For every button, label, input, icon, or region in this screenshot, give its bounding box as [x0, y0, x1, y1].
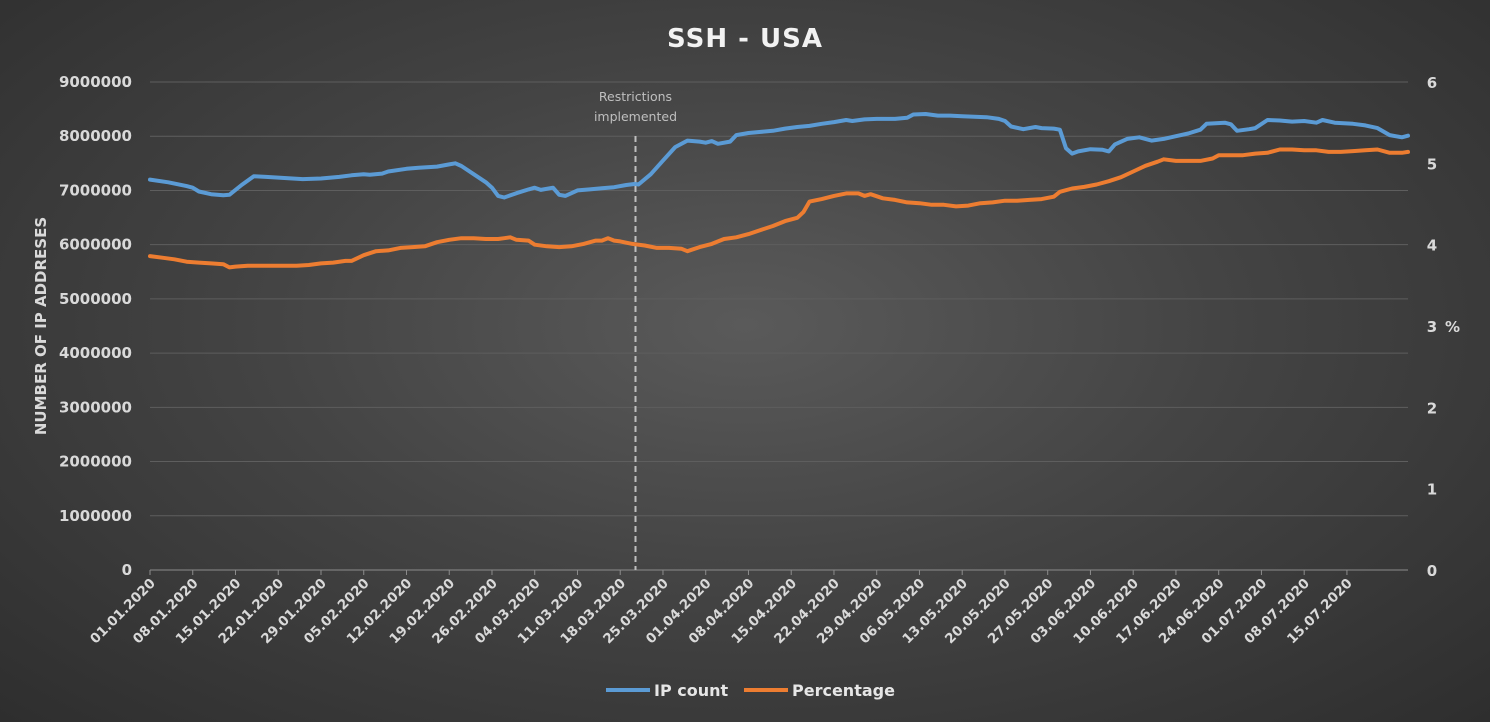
y2-tick-label: 0 [1427, 562, 1437, 580]
y2-tick-label: 5 [1427, 155, 1437, 173]
y2-tick-label: 6 [1427, 74, 1437, 92]
y-tick-label: 5000000 [59, 290, 132, 308]
gridlines [150, 81, 1408, 571]
y-tick-label: 8000000 [59, 127, 132, 145]
legend: IP count Percentage [606, 681, 895, 700]
legend-label-ip-count: IP count [654, 681, 729, 700]
y-tick-label: 9000000 [59, 73, 132, 91]
y-tick-label: 7000000 [59, 181, 132, 199]
legend-label-percentage: Percentage [792, 681, 895, 700]
y-tick-label: 0 [122, 561, 132, 579]
y-axis-right-label: % [1445, 318, 1460, 336]
y2-tick-label: 1 [1427, 481, 1437, 499]
y2-tick-label: 3 [1427, 318, 1437, 336]
series-line-ip-count [148, 112, 1410, 200]
annotation-line2: implemented [594, 109, 677, 124]
y2-tick-label: 2 [1427, 399, 1437, 417]
y2-tick-label: 4 [1427, 237, 1437, 255]
x-axis: 01.01.202008.01.202015.01.202022.01.2020… [87, 569, 1408, 647]
y-axis-left-label: NUMBER OF IP ADDRESES [32, 217, 50, 435]
chart-title: SSH - USA [667, 24, 823, 54]
series-line-percentage [148, 147, 1410, 270]
annotation-line1: Restrictions [599, 89, 672, 104]
y-tick-label: 4000000 [59, 344, 132, 362]
y-tick-label: 3000000 [59, 398, 132, 416]
y-tick-label: 6000000 [59, 236, 132, 254]
restrictions-annotation: Restrictions implemented [594, 89, 677, 570]
y-axis-right-ticks: 0 1 2 3 4 5 6 [1427, 74, 1437, 580]
series-lines [148, 112, 1410, 270]
y-tick-label: 1000000 [59, 507, 132, 525]
y-axis-left-ticks: 0 1000000 2000000 3000000 4000000 5000000 6000… [59, 73, 132, 579]
y-tick-label: 2000000 [59, 453, 132, 471]
